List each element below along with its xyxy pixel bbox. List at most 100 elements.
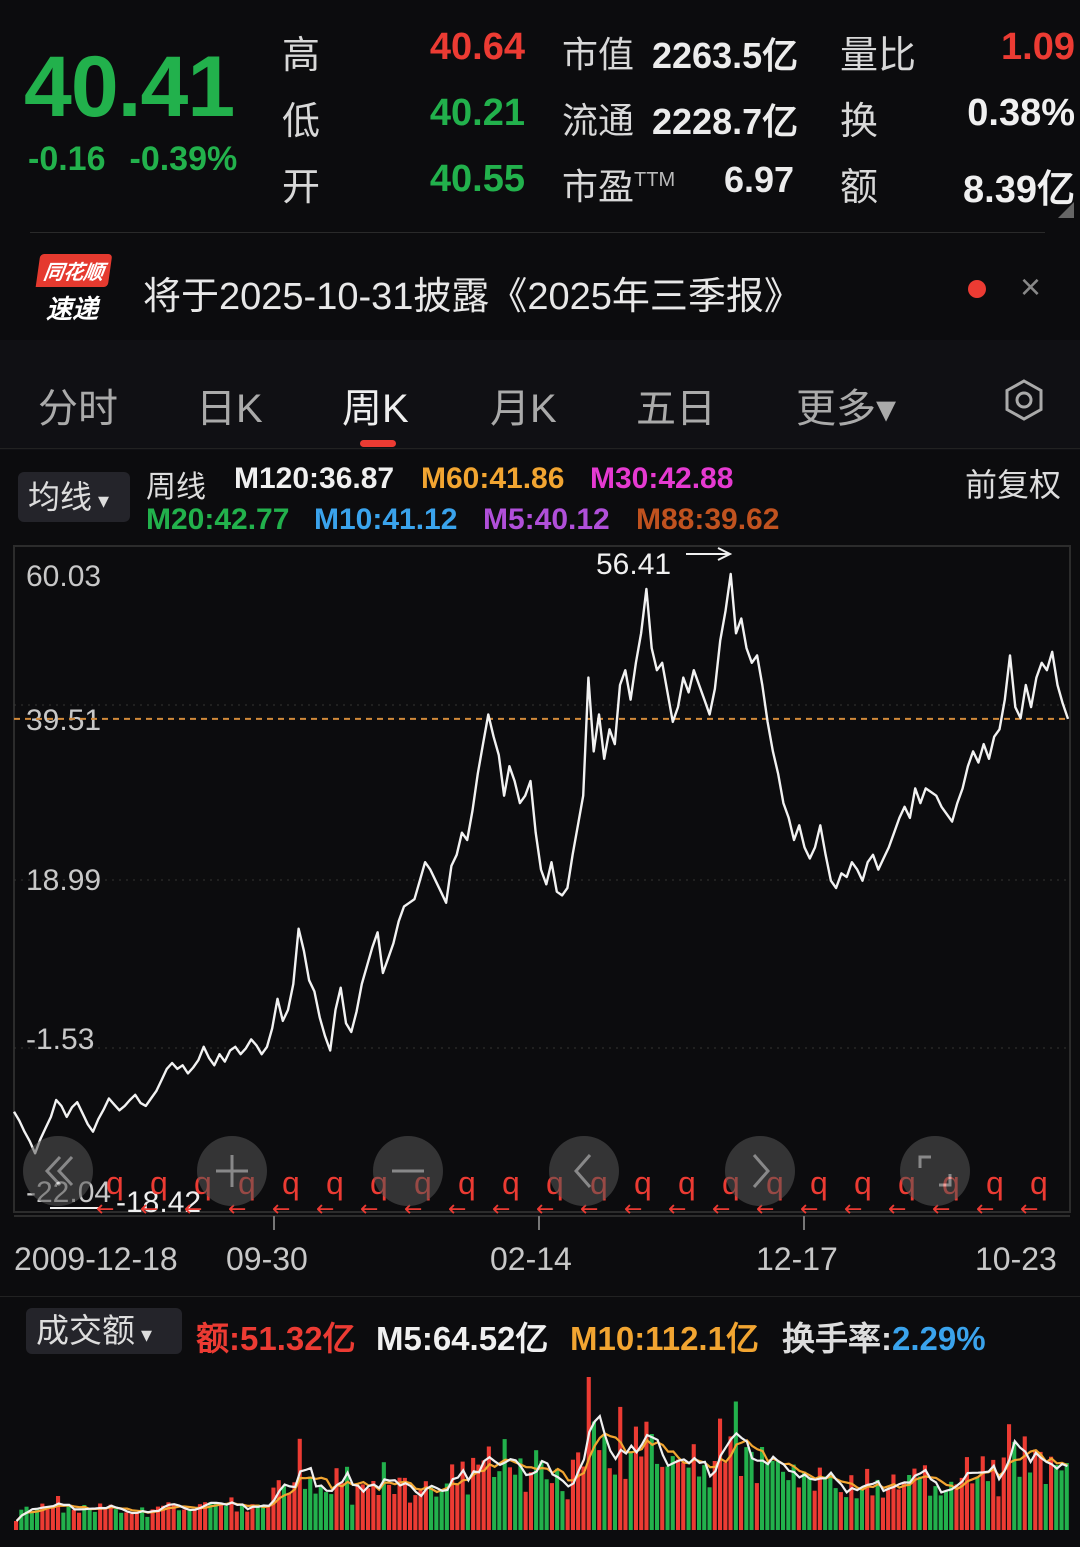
chart-prev-button[interactable] (549, 1136, 619, 1206)
volume-bar (303, 1488, 308, 1530)
tab-monthly-k[interactable]: 月K (490, 387, 557, 431)
volume-indicator-selector[interactable]: 成交额 ▾ (26, 1308, 182, 1354)
pe-label: 市盈TTM (562, 166, 676, 207)
volume-bar (880, 1497, 885, 1530)
settings-hexagon-icon[interactable] (1002, 378, 1046, 422)
expand-corner-icon[interactable] (1058, 202, 1074, 218)
marker-arrow-icon: ← (96, 1197, 114, 1222)
ma-selector[interactable]: 均线 ▾ (18, 472, 130, 522)
volume-bar (129, 1513, 134, 1530)
volume-bar (607, 1468, 612, 1530)
volume-bar (828, 1474, 833, 1530)
volume-bar (612, 1474, 617, 1530)
volume-bar (197, 1504, 202, 1530)
price-series-line (12, 572, 1070, 1155)
chart-zoom-out-button[interactable] (23, 1136, 93, 1206)
volume-bar (870, 1495, 875, 1530)
volume-bar (581, 1466, 586, 1530)
trade-marker: q (810, 1165, 828, 1201)
volume-bar (450, 1464, 455, 1530)
volume-bar (355, 1485, 360, 1530)
volume-bar (676, 1459, 681, 1530)
volume-bar (250, 1504, 255, 1530)
marker-arrow-icon: ← (184, 1197, 202, 1222)
volume-bar (14, 1521, 19, 1530)
volume-bar (549, 1483, 554, 1530)
volume-bar (1022, 1436, 1027, 1530)
volume-bar (912, 1468, 917, 1530)
volume-bar (397, 1477, 402, 1530)
volume-bar (765, 1462, 770, 1530)
volume-bar (639, 1456, 644, 1530)
volume-bar (1033, 1449, 1038, 1530)
marker-arrow-icon: ← (668, 1197, 686, 1222)
chart-minus-button[interactable] (373, 1136, 443, 1206)
volume-bar (1064, 1463, 1069, 1530)
volume-bar (802, 1471, 807, 1530)
volume-bar (660, 1466, 665, 1530)
volume-chart[interactable] (0, 1354, 1080, 1534)
news-headline[interactable]: 将于2025-10-31披露《2025年三季报》 (143, 276, 802, 318)
max-price-label: 56.41 (596, 548, 671, 581)
close-news-button[interactable]: × (1020, 266, 1042, 307)
volume-bar (61, 1512, 66, 1530)
marker-arrow-icon: ← (316, 1197, 334, 1222)
marker-arrow-icon: ← (800, 1197, 818, 1222)
ma-88: M88:39.62 (636, 503, 780, 536)
unread-dot-icon (968, 280, 986, 298)
volume-bar (791, 1464, 796, 1530)
volume-bar (1049, 1456, 1054, 1530)
x-label-start: 2009-12-18 (14, 1241, 178, 1277)
volume-bar (387, 1484, 392, 1530)
chart-fullscreen-button[interactable] (900, 1136, 970, 1206)
volume-bar (1012, 1441, 1017, 1530)
volume-bar (77, 1512, 82, 1530)
volume-bar (182, 1509, 187, 1530)
marker-arrow-icon: ← (712, 1197, 730, 1222)
volume-bar (854, 1498, 859, 1530)
volume-bar (66, 1505, 71, 1530)
tab-intraday[interactable]: 分时 (38, 387, 118, 431)
volume-bar (203, 1502, 208, 1530)
volume-bar (875, 1479, 880, 1530)
marker-arrow-icon: ← (844, 1197, 862, 1222)
volume-bar (476, 1464, 481, 1530)
volume-bar (418, 1490, 423, 1530)
volume-bar (224, 1505, 229, 1530)
ma-20: M20:42.77 (146, 503, 290, 536)
trade-marker: q (854, 1165, 872, 1201)
volume-bar (943, 1490, 948, 1530)
volume-bar (413, 1495, 418, 1530)
volume-bar (991, 1459, 996, 1530)
volume-bar (1007, 1424, 1012, 1530)
volume-bar (408, 1502, 413, 1530)
volume-bar (339, 1483, 344, 1530)
tab-more[interactable]: 更多▾ (796, 387, 897, 431)
volume-bar (455, 1484, 460, 1530)
volume-bar (29, 1511, 34, 1530)
chart-next-button[interactable] (725, 1136, 795, 1206)
tab-five-day[interactable]: 五日 (636, 387, 716, 431)
volume-bar (444, 1483, 449, 1530)
high-label: 高 (282, 35, 321, 77)
volratio-value: 1.09 (1001, 26, 1075, 68)
volume-m10: M10:112.1亿 (570, 1320, 759, 1357)
tab-weekly-k[interactable]: 周K (342, 387, 409, 431)
volume-m5: M5:64.52亿 (376, 1320, 549, 1357)
volume-bar (171, 1504, 176, 1530)
tab-daily-k[interactable]: 日K (196, 387, 263, 431)
volume-bar (465, 1494, 470, 1530)
volume-bar (1038, 1451, 1043, 1530)
volume-bar (50, 1506, 55, 1530)
volume-bar (938, 1495, 943, 1530)
volume-bar (497, 1471, 502, 1530)
price-adjust-selector[interactable]: 前复权 (965, 467, 1062, 503)
last-price: 40.41 (24, 39, 235, 135)
chart-zoom-in-button[interactable] (197, 1136, 267, 1206)
volume-bar (691, 1444, 696, 1530)
volume-bar (1001, 1457, 1006, 1530)
volume-bar (297, 1438, 302, 1530)
volume-bar (255, 1504, 260, 1530)
volume-bar (917, 1476, 922, 1530)
